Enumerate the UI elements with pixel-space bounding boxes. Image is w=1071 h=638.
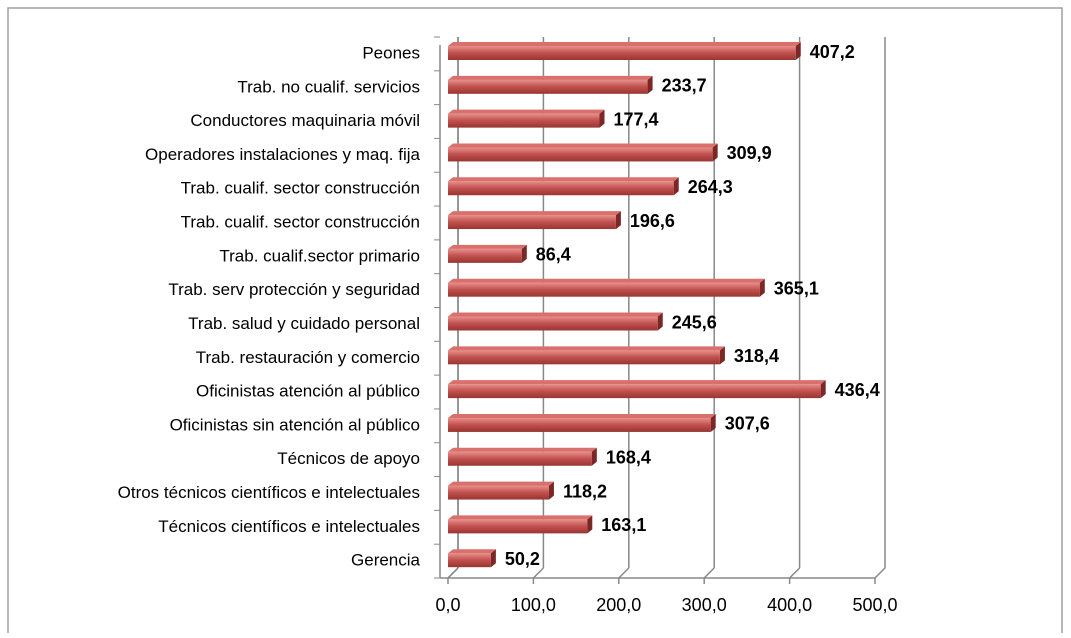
bar-end bbox=[719, 346, 725, 365]
value-label: 233,7 bbox=[662, 76, 707, 96]
value-label: 168,4 bbox=[606, 448, 651, 468]
bar-top bbox=[448, 143, 718, 148]
value-label: 86,4 bbox=[536, 245, 571, 265]
bar-end bbox=[820, 380, 826, 399]
bar bbox=[448, 485, 549, 500]
value-label: 264,3 bbox=[688, 177, 733, 197]
grid-line bbox=[703, 567, 715, 579]
x-tick-label: 100,0 bbox=[511, 595, 556, 615]
bar-end bbox=[599, 109, 605, 128]
bar bbox=[448, 384, 821, 399]
bar-end bbox=[795, 42, 801, 60]
bar-top bbox=[448, 312, 663, 317]
y-tick-label: Gerencia bbox=[351, 551, 421, 570]
bar-end bbox=[759, 278, 765, 297]
bar-top bbox=[448, 75, 653, 80]
bar-top bbox=[448, 42, 801, 46]
bar-top bbox=[448, 346, 725, 351]
y-tick-label: Trab. no cualif. servicios bbox=[237, 77, 420, 96]
bar-top bbox=[448, 109, 605, 114]
bar-end bbox=[548, 481, 554, 500]
bar-end bbox=[657, 312, 663, 331]
bar bbox=[448, 519, 588, 534]
value-label: 407,2 bbox=[810, 42, 855, 62]
bar bbox=[448, 46, 796, 60]
grid-line bbox=[532, 567, 544, 579]
y-tick-label: Trab. salud y cuidado personal bbox=[188, 314, 420, 333]
bar-end bbox=[712, 143, 718, 162]
bar-end bbox=[521, 244, 527, 263]
bar-top bbox=[448, 481, 554, 486]
bar-end bbox=[615, 211, 621, 230]
bar bbox=[448, 350, 720, 365]
y-tick-label: Técnicos de apoyo bbox=[277, 449, 420, 468]
bar-top bbox=[448, 177, 679, 182]
y-tick-label: Oficinistas sin atención al público bbox=[170, 415, 420, 434]
grid-line bbox=[618, 567, 630, 579]
bar-top bbox=[448, 244, 527, 249]
bar-end bbox=[591, 447, 597, 466]
bar-end bbox=[673, 177, 679, 196]
y-tick-label: Técnicos científicos e intelectuales bbox=[158, 517, 420, 536]
bar-end bbox=[710, 413, 716, 432]
value-label: 436,4 bbox=[835, 380, 880, 400]
bar-top bbox=[448, 278, 765, 283]
value-label: 245,6 bbox=[672, 312, 717, 332]
y-tick-label: Operadores instalaciones y maq. fija bbox=[145, 145, 421, 164]
y-tick-label: Trab. cualif. sector construcción bbox=[181, 179, 420, 198]
y-tick-label: Trab. restauración y comercio bbox=[196, 348, 420, 367]
y-tick-label: Conductores maquinaria móvil bbox=[190, 111, 420, 130]
grid-line bbox=[874, 567, 886, 579]
bar bbox=[448, 282, 760, 297]
bar-top bbox=[448, 211, 621, 216]
value-label: 309,9 bbox=[727, 143, 772, 163]
value-label: 118,2 bbox=[563, 481, 607, 501]
grid-line bbox=[447, 567, 459, 579]
y-tick-label: Peones bbox=[362, 43, 420, 62]
bar-end bbox=[490, 549, 496, 568]
bar bbox=[448, 248, 522, 263]
bar bbox=[448, 417, 711, 432]
x-tick-label: 300,0 bbox=[682, 595, 727, 615]
value-label: 196,6 bbox=[630, 211, 675, 231]
x-tick-label: 200,0 bbox=[596, 595, 641, 615]
bar bbox=[448, 215, 616, 230]
bar bbox=[448, 181, 674, 196]
value-label: 307,6 bbox=[725, 414, 770, 434]
y-tick-label: Otros técnicos científicos e intelectual… bbox=[118, 483, 420, 502]
bar-end bbox=[587, 515, 593, 534]
bar bbox=[448, 553, 491, 568]
value-label: 50,2 bbox=[505, 549, 540, 569]
y-tick-label: Trab. cualif. sector construcción bbox=[181, 213, 420, 232]
bar bbox=[448, 451, 592, 466]
bar bbox=[448, 79, 648, 94]
x-tick-label: 400,0 bbox=[767, 595, 812, 615]
y-tick-label: Trab. serv protección y seguridad bbox=[168, 280, 420, 299]
bar-top bbox=[448, 549, 496, 554]
bar-top bbox=[448, 447, 597, 452]
bar-top bbox=[448, 413, 716, 418]
value-label: 163,1 bbox=[601, 515, 646, 535]
x-tick-label: 500,0 bbox=[852, 595, 897, 615]
bar bbox=[448, 316, 658, 331]
bar bbox=[448, 147, 713, 162]
y-tick-label: Oficinistas atención al público bbox=[196, 382, 420, 401]
value-label: 365,1 bbox=[774, 278, 819, 298]
grid-line bbox=[789, 567, 801, 579]
x-tick-label: 0,0 bbox=[435, 595, 460, 615]
value-label: 318,4 bbox=[734, 346, 779, 366]
y-tick-label: Trab. cualif.sector primario bbox=[219, 246, 420, 265]
value-label: 177,4 bbox=[613, 109, 658, 129]
bar-end bbox=[647, 75, 653, 94]
bar bbox=[448, 113, 600, 128]
bar-top bbox=[448, 380, 826, 385]
bar-top bbox=[448, 515, 593, 520]
